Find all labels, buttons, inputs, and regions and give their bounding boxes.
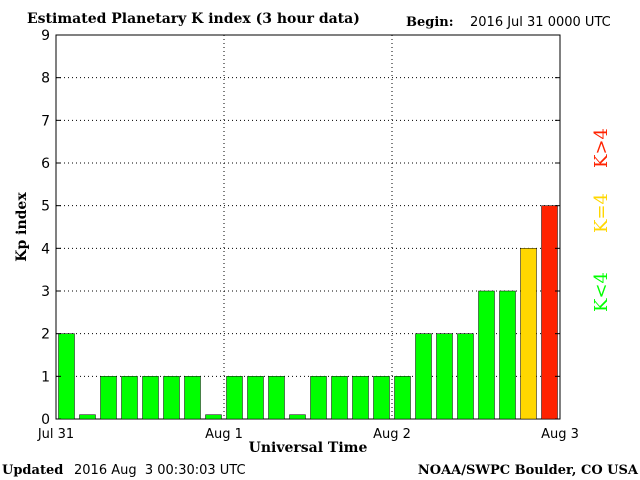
y-axis-label: Kp index (14, 192, 30, 262)
y-ticks: 0 1 2 3 4 5 6 7 8 9 (41, 28, 560, 428)
kp-bar (499, 290, 516, 420)
x-tick-label: Aug 1 (205, 427, 243, 442)
kp-bar (226, 376, 243, 420)
kp-bar (79, 414, 96, 420)
begin-label: Begin: (406, 15, 454, 30)
x-axis-label: Universal Time (249, 440, 368, 456)
y-tick-label: 7 (41, 113, 50, 129)
y-tick-label: 1 (41, 369, 50, 385)
kp-bar (142, 376, 159, 420)
kp-bar (268, 376, 285, 420)
y-tick-label: 9 (41, 28, 50, 44)
updated-label: Updated (2, 463, 63, 478)
plot-frame (55, 34, 561, 420)
chart-title: Estimated Planetary K index (3 hour data… (27, 11, 360, 27)
kp-bar (289, 414, 306, 420)
kp-bar (121, 376, 138, 420)
y-tick-label: 5 (41, 199, 50, 215)
x-ticks: Jul 31 Aug 1 Aug 2 Aug 3 (37, 427, 579, 442)
kp-bar (520, 248, 537, 420)
x-tick-label: Jul 31 (37, 427, 74, 442)
kp-bar (163, 376, 180, 420)
kp-bar (457, 333, 474, 420)
legend-mid: K=4 (591, 193, 612, 233)
y-tick-label: 8 (41, 71, 50, 87)
kp-bar (184, 376, 201, 420)
kp-bar (478, 290, 495, 420)
kp-bar (100, 376, 117, 420)
kp-bar (205, 414, 222, 420)
kp-bar (373, 376, 390, 420)
footer-credit: NOAA/SWPC Boulder, CO USA (418, 463, 639, 478)
begin-value: 2016 Jul 31 0000 UTC (470, 15, 611, 30)
kp-bar (352, 376, 369, 420)
updated-value: 2016 Aug 3 00:30:03 UTC (74, 463, 246, 478)
kp-bar (541, 205, 558, 420)
y-tick-label: 0 (41, 412, 50, 428)
kp-bar (310, 376, 327, 420)
x-tick-label: Aug 2 (373, 427, 411, 442)
legend-high: K>4 (591, 128, 612, 168)
y-tick-label: 6 (41, 156, 50, 172)
kp-bar (394, 376, 411, 420)
y-tick-label: 2 (41, 327, 50, 343)
kp-bar (415, 333, 432, 420)
grid-lines (56, 35, 560, 419)
y-tick-label: 4 (41, 241, 50, 257)
legend-low: K<4 (591, 272, 612, 312)
y-tick-label: 3 (41, 284, 50, 300)
kp-bar (331, 376, 348, 420)
kp-bar (436, 333, 453, 420)
x-tick-label: Aug 3 (541, 427, 579, 442)
kp-bar (247, 376, 264, 420)
bars (58, 205, 558, 420)
